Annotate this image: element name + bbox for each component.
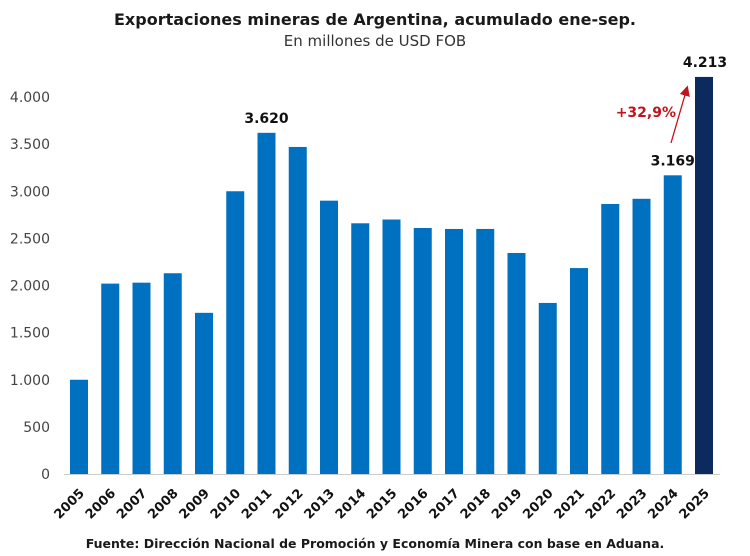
data-label-2025: 4.213: [683, 55, 727, 71]
x-tick-label: 2008: [145, 486, 181, 522]
x-tick-label: 2005: [52, 486, 88, 522]
x-tick-label: 2011: [239, 486, 275, 522]
bar-2022: [601, 203, 620, 474]
growth-arrow: [670, 85, 690, 144]
x-tick-label: 2013: [302, 486, 338, 522]
y-tick-label: 500: [23, 420, 50, 436]
chart-title: Exportaciones mineras de Argentina, acum…: [114, 10, 636, 29]
y-tick-label: 0: [41, 467, 50, 483]
x-tick-label: 2010: [208, 486, 244, 522]
y-tick-label: 4.000: [10, 90, 50, 106]
x-tick-label: 2024: [645, 486, 681, 522]
x-tick-label: 2006: [83, 486, 119, 522]
y-tick-label: 2.000: [10, 279, 50, 295]
x-tick-label: 2019: [489, 486, 525, 522]
x-tick-label: 2015: [364, 486, 400, 522]
bar-2025: [695, 76, 713, 475]
bar-2012: [288, 146, 307, 474]
bar-2008: [163, 273, 182, 474]
bar-2018: [476, 228, 495, 474]
y-tick-label: 3.500: [10, 137, 50, 153]
bar-2021: [570, 268, 588, 474]
y-tick-label: 1.500: [10, 326, 50, 342]
bar-2007: [132, 282, 151, 474]
bar-2024: [663, 175, 682, 474]
x-tick-label: 2017: [427, 486, 463, 522]
data-label-2024: 3.169: [651, 153, 695, 169]
bar-2013: [320, 200, 338, 475]
data-label-2011: 3.620: [244, 111, 289, 127]
x-tick-label: 2016: [395, 486, 431, 522]
y-tick-label: 1.000: [10, 373, 50, 389]
x-tick-label: 2022: [583, 486, 619, 522]
bar-2009: [195, 312, 213, 474]
source-note: Fuente: Dirección Nacional de Promoción …: [85, 536, 665, 551]
bar-2014: [351, 223, 370, 474]
x-tick-label: 2018: [458, 486, 494, 522]
growth-annotation: +32,9%: [616, 105, 676, 121]
x-tick-label: 2025: [677, 486, 713, 522]
x-tick-label: 2023: [614, 486, 650, 522]
y-tick-label: 2.500: [10, 231, 50, 247]
x-tick-label: 2014: [333, 486, 369, 522]
bar-2017: [445, 228, 463, 474]
bar-2023: [632, 198, 651, 475]
bar-2011: [257, 132, 276, 474]
bar-2019: [507, 252, 526, 474]
bar-2005: [70, 379, 88, 474]
bar-2010: [226, 191, 245, 474]
x-tick-label: 2012: [270, 486, 306, 522]
x-tick-label: 2021: [552, 486, 588, 522]
bar-2006: [101, 283, 120, 474]
bar-2015: [382, 219, 401, 474]
x-tick-label: 2007: [114, 486, 150, 522]
y-tick-label: 3.000: [10, 184, 50, 200]
bar-2020: [538, 302, 557, 474]
chart-subtitle: En millones de USD FOB: [283, 32, 467, 50]
x-tick-label: 2009: [177, 486, 213, 522]
x-tick-label: 2020: [520, 486, 556, 522]
bar-2016: [413, 228, 432, 474]
